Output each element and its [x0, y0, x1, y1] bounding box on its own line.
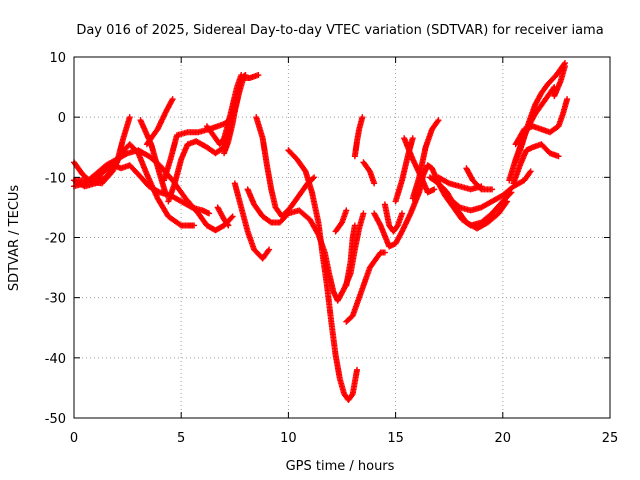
data-point-marker [434, 118, 441, 125]
data-point-marker [191, 222, 198, 229]
data-point-marker [343, 207, 350, 214]
data-point-marker [265, 247, 272, 254]
data-point-marker [526, 169, 533, 176]
x-tick-label: 20 [495, 431, 512, 446]
data-point-marker [224, 221, 231, 228]
data-track [214, 204, 232, 229]
data-point-marker [228, 214, 235, 221]
data-point-marker [266, 246, 273, 253]
x-tick-label: 15 [387, 431, 404, 446]
data-track [381, 201, 406, 235]
data-track [351, 114, 366, 160]
data-track [512, 60, 568, 166]
data-point-marker [220, 136, 227, 143]
data-point-marker [311, 174, 318, 181]
data-point-marker [206, 210, 213, 217]
data-track [71, 114, 133, 190]
data-point-marker [351, 222, 358, 229]
data-track [409, 117, 442, 202]
data-track [143, 96, 176, 148]
data-point-marker [381, 249, 388, 256]
data-point-marker [176, 221, 183, 228]
data-tracks [71, 60, 571, 403]
data-point-marker [359, 114, 366, 121]
y-tick-label: 0 [58, 111, 66, 126]
x-tick-label: 5 [177, 431, 185, 446]
data-point-marker [435, 117, 442, 124]
data-point-marker [504, 198, 511, 205]
data-point-marker [527, 168, 534, 175]
data-track [71, 162, 213, 217]
data-point-marker [489, 186, 496, 193]
y-tick-label: -20 [45, 232, 66, 247]
y-tick-label: 10 [49, 51, 66, 66]
data-point-marker [310, 175, 317, 182]
data-point-marker [255, 72, 262, 79]
data-track [285, 147, 361, 403]
x-tick-label: 25 [602, 431, 619, 446]
data-track [343, 222, 358, 289]
y-tick-label: -40 [45, 352, 66, 367]
data-track [238, 72, 262, 82]
y-axis-label: SDTVAR / TECUs [7, 185, 22, 292]
data-point-marker [112, 160, 119, 167]
data-point-marker [229, 213, 236, 220]
data-point-marker [503, 199, 510, 206]
data-track [392, 135, 416, 205]
data-point-marker [126, 114, 133, 121]
x-tick-label: 0 [70, 431, 78, 446]
y-tick-label: -50 [45, 412, 66, 427]
chart-title: Day 016 of 2025, Sidereal Day-to-day VTE… [76, 23, 603, 38]
data-point-marker [225, 222, 232, 229]
data-track [343, 249, 388, 325]
data-point-marker [564, 96, 571, 103]
data-track [463, 165, 496, 193]
y-tick-label: -30 [45, 292, 66, 307]
data-point-marker [399, 210, 406, 217]
data-track [551, 63, 568, 100]
data-track [221, 72, 249, 157]
data-track [401, 135, 438, 196]
x-tick-label: 10 [280, 431, 297, 446]
data-track [253, 114, 318, 220]
data-point-marker [431, 186, 438, 193]
y-tick-label: -10 [45, 171, 66, 186]
data-point-marker [555, 153, 562, 160]
x-axis-label: GPS time / hours [286, 459, 395, 474]
data-track [360, 159, 378, 187]
axis-ticks: 0 5 10 15 20 25 10 0 -10 -20 -30 -40 -50 [45, 51, 619, 446]
data-point-marker [409, 135, 416, 142]
data-point-marker [169, 96, 176, 103]
data-track [512, 96, 571, 148]
data-point-marker [360, 210, 367, 217]
data-track [433, 168, 534, 214]
data-point-marker [371, 180, 378, 187]
data-point-marker [348, 392, 355, 399]
data-track [231, 180, 273, 262]
data-track [332, 207, 350, 235]
data-track [510, 141, 562, 187]
data-point-marker [561, 63, 568, 70]
data-point-marker [354, 366, 361, 373]
